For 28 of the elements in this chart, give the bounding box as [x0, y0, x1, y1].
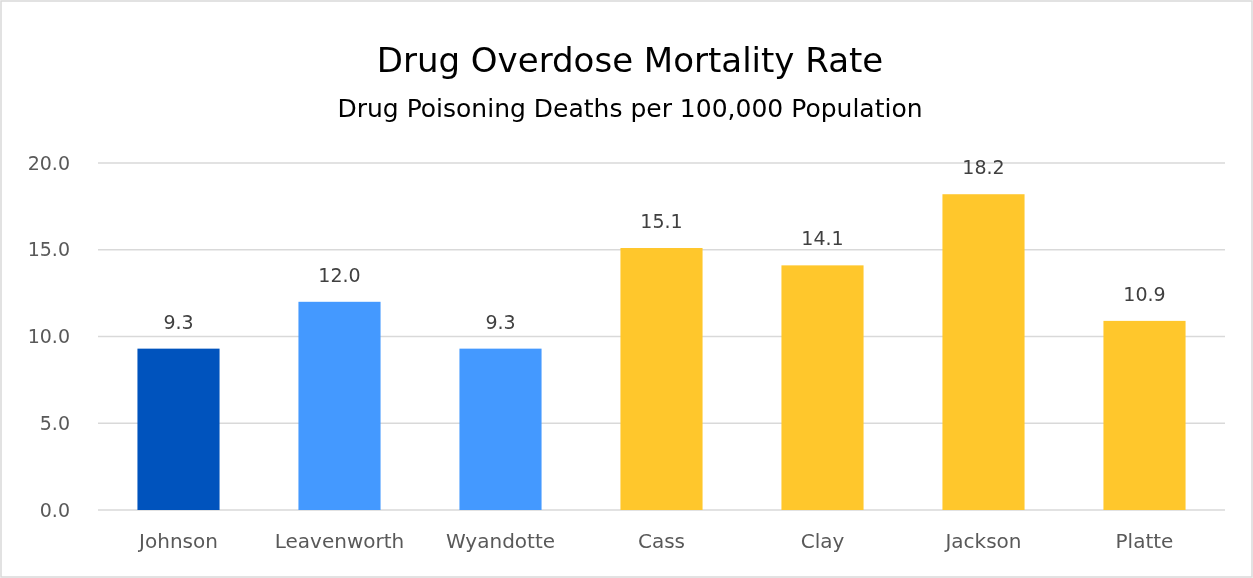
x-tick-label: Clay: [800, 529, 845, 553]
data-label: 9.3: [485, 310, 516, 333]
y-tick-label: 5.0: [39, 411, 70, 434]
x-tick-label: Wyandotte: [445, 529, 556, 553]
bar: [137, 348, 220, 510]
y-tick-label: 20.0: [27, 151, 70, 174]
data-label: 18.2: [962, 156, 1005, 179]
data-label: 10.9: [1123, 282, 1166, 305]
y-tick-label: 10.0: [27, 325, 70, 348]
x-tick-label: Johnson: [137, 529, 218, 553]
bar: [942, 194, 1025, 510]
bar: [459, 348, 542, 510]
y-tick-label: 0.0: [39, 498, 70, 521]
y-tick-label: 15.0: [27, 238, 70, 261]
bar: [298, 301, 381, 510]
bar: [781, 265, 864, 510]
x-tick-label: Platte: [1115, 529, 1174, 553]
data-label: 12.0: [318, 263, 361, 286]
chart-title: Drug Overdose Mortality Rate: [376, 40, 884, 80]
bar: [1103, 320, 1186, 510]
x-tick-label: Cass: [637, 529, 686, 553]
x-tick-label: Jackson: [943, 529, 1022, 553]
bar: [620, 248, 703, 510]
chart-subtitle: Drug Poisoning Deaths per 100,000 Population: [337, 94, 923, 123]
x-tick-label: Leavenworth: [274, 529, 405, 553]
data-label: 14.1: [801, 227, 844, 250]
data-label: 15.1: [640, 210, 683, 233]
data-label: 9.3: [163, 310, 194, 333]
